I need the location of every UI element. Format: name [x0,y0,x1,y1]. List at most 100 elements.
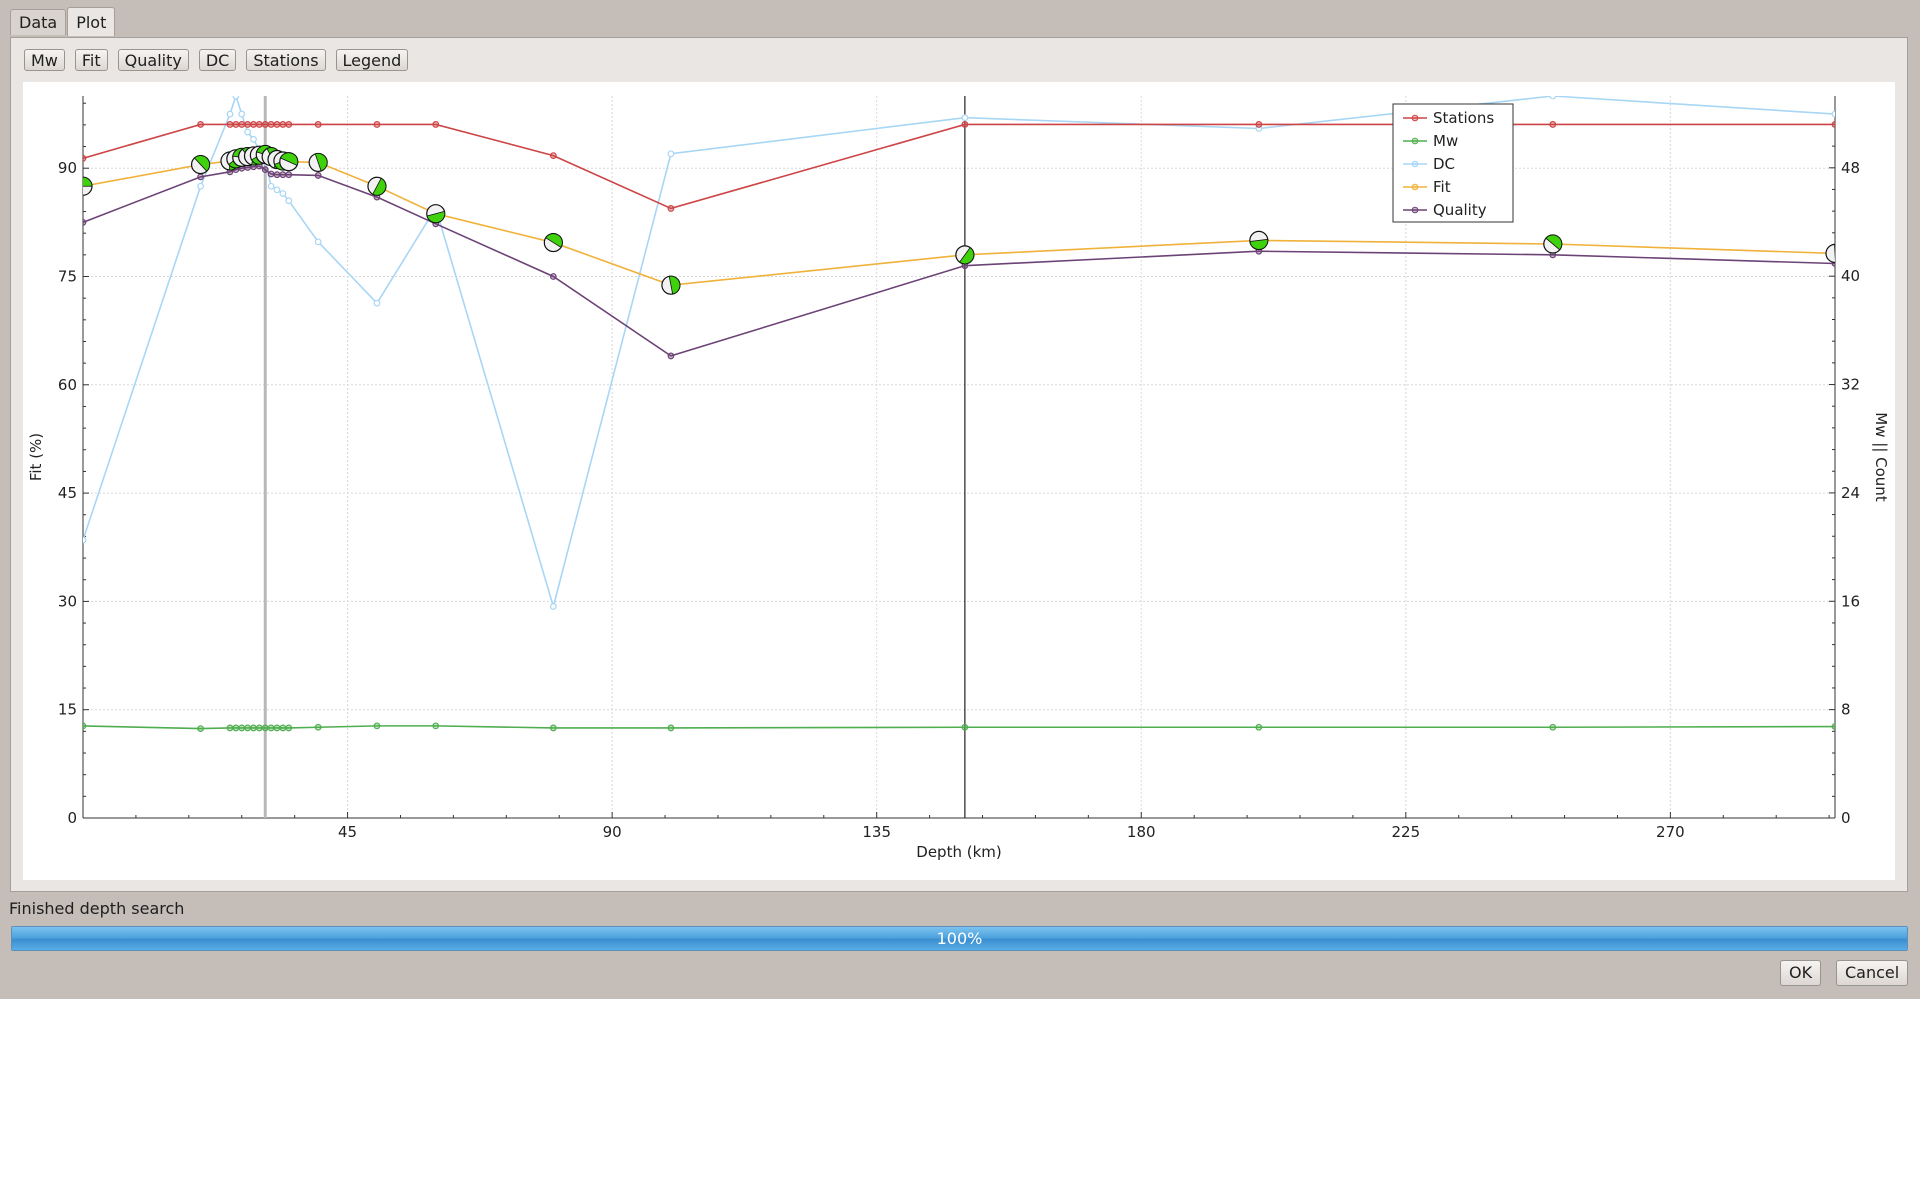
series-group [83,96,1835,732]
beachball-compression [668,275,681,295]
beachball-compression [280,152,299,166]
plot-panel: Mw Fit Quality DC Stations Legend 45 90 13… [10,37,1908,892]
toggle-quality-button[interactable]: Quality [117,49,189,71]
data-point-dc [279,190,287,197]
depth-chart[interactable]: 45 90 135 180 225 270 0 15 30 45 60 75 90 0 8 16 24 32 40 4… [23,82,1895,880]
data-point-stations [250,121,257,128]
beachball-outline [1825,243,1835,263]
y-axis-label-left: Fit (%) [27,433,45,481]
data-point-dc [549,603,557,610]
cancel-button[interactable]: Cancel [1836,960,1909,986]
data-point-mw [238,724,246,732]
y-right-tick-label: 16 [1841,592,1860,610]
toggle-legend-button[interactable]: Legend [335,49,409,71]
data-point-stations [667,205,675,212]
legend-marker-fit [1411,183,1419,191]
x-tick-label: 90 [603,823,622,841]
data-point-mw [1255,723,1263,731]
depth-plot[interactable]: 45 90 135 180 225 270 0 15 30 45 60 75 90 0 8 16 24 32 40 4… [23,82,1895,880]
y-right-tick-label: 48 [1841,159,1860,177]
beachball-marker [367,176,387,196]
data-point-stations [961,121,969,128]
legend-marker-dc [1411,160,1419,168]
data-point-quality [285,171,293,179]
data-point-mw [373,722,381,730]
progress-bar-fill [12,927,1907,950]
data-point-quality [273,171,281,179]
beachball-marker [1543,234,1563,254]
data-point-dc [238,110,246,118]
tab-data[interactable]: Data [10,9,67,35]
data-point-mw [667,724,675,732]
y-left-tick-label: 15 [58,701,77,719]
beachball-compression [1834,244,1835,262]
data-point-mw [244,724,252,732]
data-point-dc [232,96,240,100]
beachball-compression [83,176,93,187]
depth-search-dialog: Data Plot Mw Fit Quality DC Stations Leg… [0,0,1920,999]
beachball-marker [955,245,975,265]
data-point-mw [226,724,234,732]
data-point-quality [667,352,675,360]
series-line-mw [83,725,1835,730]
data-point-dc [667,150,675,158]
y-left-tick-label: 75 [58,268,77,286]
beachball-compression [193,155,210,172]
data-point-mw [549,724,557,732]
ok-button[interactable]: OK [1780,960,1822,986]
data-point-quality [261,166,269,174]
data-point-stations [314,121,322,128]
beachball-compression [545,233,563,248]
data-point-quality [279,171,287,179]
data-point-mw [250,724,257,732]
toggle-stations-button[interactable]: Stations [246,49,326,71]
data-point-mw [197,725,204,732]
toggle-fit-button[interactable]: Fit [74,49,108,71]
data-point-dc [285,197,293,205]
data-point-mw [1549,723,1557,731]
y-axis-label-right: Mw || Count [1872,412,1890,502]
data-point-mw [232,724,240,732]
x-tick-label: 180 [1127,823,1156,841]
data-point-mw [314,723,322,731]
data-point-quality [197,173,204,181]
toggle-mw-button[interactable]: Mw [24,49,65,71]
beachball-marker [308,152,328,173]
beachball-marker [426,204,446,224]
toggle-dc-button[interactable]: DC [198,49,237,71]
data-point-stations [273,121,281,128]
y-left-tick-label: 45 [58,484,77,502]
legend-marker-mw [1411,137,1419,145]
plot-toolbar: Mw Fit Quality DC Stations Legend [24,49,409,71]
beachball-compression [314,153,328,172]
data-point-stations [267,121,275,128]
tab-bar: Data Plot [10,7,116,37]
data-point-dc [226,110,234,118]
data-point-dc [314,238,322,246]
status-text: Finished depth search [9,899,185,918]
beachball-compression [1249,238,1269,250]
tab-plot[interactable]: Plot [67,7,116,36]
series-line-dc [83,96,1835,610]
data-point-dc [197,182,204,190]
data-point-dc [267,182,275,190]
data-point-stations [197,121,204,128]
data-point-mw [261,724,269,732]
data-point-quality [314,172,322,179]
legend-label-quality: Quality [1433,201,1487,219]
legend-label-fit: Fit [1433,178,1451,196]
data-point-mw [961,723,969,731]
beachball-marker [661,275,681,295]
legend-marker-stations [1411,114,1419,122]
x-tick-label: 135 [862,823,891,841]
data-point-mw [83,722,87,730]
beachball-marker [1249,230,1269,250]
beachball-marker [1825,243,1835,263]
data-point-dc [273,186,281,194]
data-point-mw [432,722,440,730]
y-left-tick-label: 0 [67,809,77,827]
series-line-fit [83,153,1835,286]
beachball-marker [279,152,299,172]
data-point-dc [1549,96,1557,100]
y-left-tick-label: 90 [58,159,77,177]
